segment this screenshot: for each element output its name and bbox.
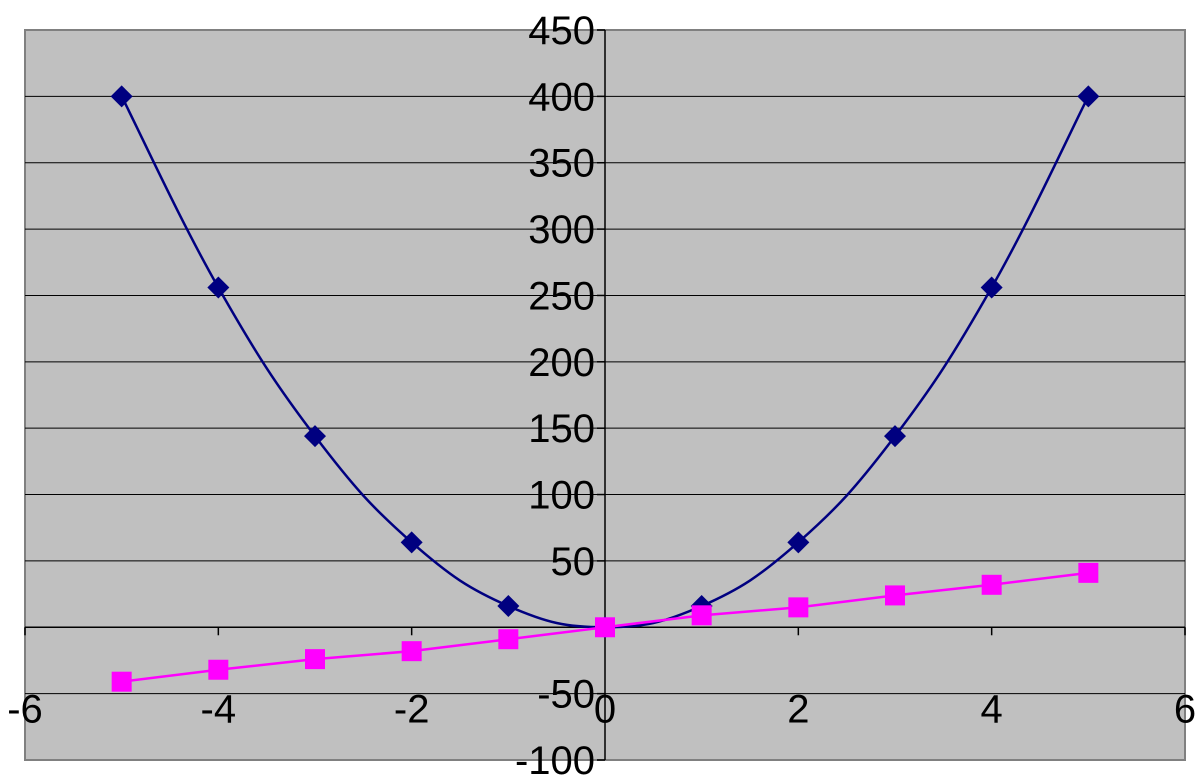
- data-point-square: [1078, 562, 1099, 583]
- data-point-diamond: [110, 85, 133, 108]
- series-group: [110, 85, 1100, 692]
- data-point-square: [981, 574, 1002, 595]
- y-tick-label: 200: [528, 341, 595, 385]
- data-point-square: [111, 671, 132, 692]
- x-tick-label: -2: [394, 687, 430, 731]
- x-tick-label: 6: [1174, 687, 1196, 731]
- data-point-square: [498, 629, 519, 650]
- data-point-diamond: [884, 425, 906, 448]
- y-tick-label: 150: [528, 407, 595, 451]
- data-point-square: [788, 597, 809, 618]
- data-point-square: [401, 641, 422, 662]
- data-point-square: [691, 605, 712, 626]
- x-tick-label: 2: [787, 687, 809, 731]
- y-tick-label: -50: [537, 673, 595, 717]
- x-tick-label: -6: [7, 687, 43, 731]
- series-1: [111, 562, 1099, 692]
- data-point-diamond: [980, 276, 1003, 299]
- data-point-square: [208, 659, 229, 680]
- data-point-diamond: [207, 276, 230, 299]
- x-tick-label: -4: [201, 687, 237, 731]
- y-tick-label: -100: [515, 739, 595, 778]
- data-point-diamond: [787, 531, 810, 554]
- y-tick-label: 250: [528, 274, 595, 318]
- x-tick-label: 0: [594, 687, 616, 731]
- data-point-diamond: [497, 595, 520, 618]
- y-tick-label: 100: [528, 474, 595, 518]
- y-tick-label: 50: [551, 540, 596, 584]
- x-tick-label: 4: [981, 687, 1003, 731]
- data-point-square: [885, 585, 905, 606]
- y-tick-label: 400: [528, 75, 595, 119]
- data-point-diamond: [304, 425, 326, 448]
- data-point-diamond: [400, 531, 423, 554]
- y-tick-label: 300: [528, 208, 595, 252]
- data-point-square: [305, 649, 325, 670]
- y-tick-label: 450: [528, 9, 595, 53]
- tick-labels: -6 -4 -2 0 2 4 6 -100 -50 50 100 150 200 250 300 350 400…: [7, 9, 1196, 783]
- data-point-square: [595, 617, 615, 638]
- y-tick-label: 350: [528, 142, 595, 186]
- data-point-diamond: [1077, 85, 1100, 108]
